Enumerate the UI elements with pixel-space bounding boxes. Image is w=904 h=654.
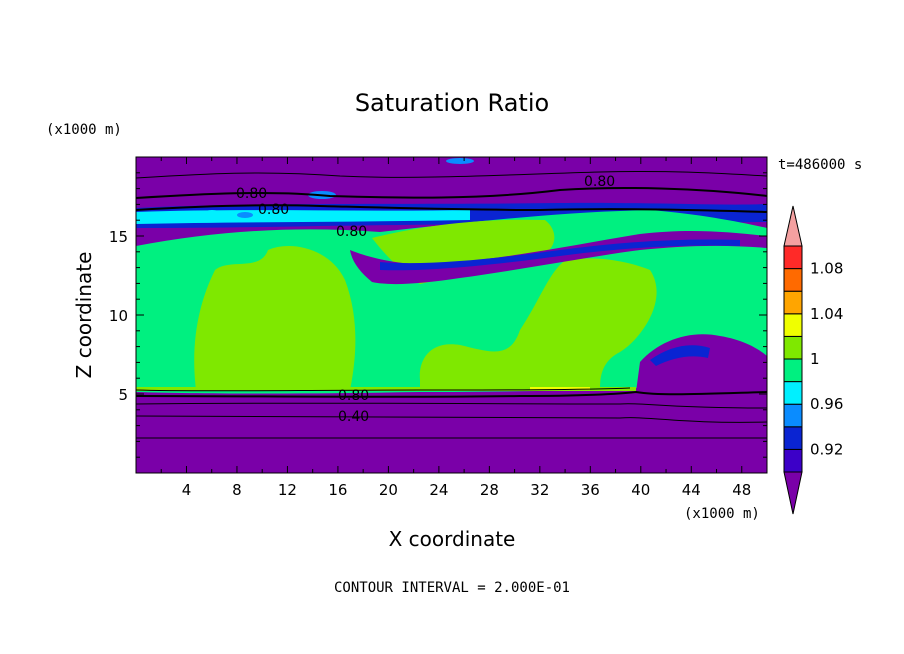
colorbar-label: 1 xyxy=(810,350,820,368)
field-dry-tongue-edge xyxy=(380,239,740,271)
field-cell-2 xyxy=(446,158,474,164)
y-tick-label: 5 xyxy=(118,386,128,404)
colorbar-box xyxy=(783,290,803,315)
contour-label-5: 0.80 xyxy=(338,388,369,404)
x-tick-label: 20 xyxy=(379,481,398,499)
colorbar-label: 0.92 xyxy=(810,440,843,458)
chart-title: Saturation Ratio xyxy=(355,89,549,117)
field-lobe-left xyxy=(194,245,356,390)
colorbar-box xyxy=(783,245,803,270)
colorbar-box xyxy=(783,426,803,450)
x-axis: 4 8 12 16 20 24 28 32 36 40 44 48 xyxy=(160,157,751,499)
contour-line-base-1 xyxy=(136,390,767,398)
colorbar-label: 1.04 xyxy=(810,305,843,323)
colorbar-over-triangle xyxy=(783,205,803,247)
y-tick-label: 15 xyxy=(109,228,128,246)
contour-label-3: 0.80 xyxy=(336,224,367,240)
contour-label-4: 0.80 xyxy=(584,174,615,190)
contour-label-1: 0.80 xyxy=(236,186,267,202)
contour-line-base-3 xyxy=(136,415,767,423)
y-units-label: (x1000 m) xyxy=(46,122,122,138)
field-cell-4 xyxy=(237,212,253,218)
field-lower-right-blue xyxy=(650,345,710,366)
field-cell-3 xyxy=(204,210,220,216)
x-tick-label: 24 xyxy=(429,481,448,499)
x-tick-label: 36 xyxy=(581,481,600,499)
colorbar-box xyxy=(783,268,803,292)
contour-label-2: 0.80 xyxy=(258,202,289,218)
contour-lines xyxy=(136,170,767,439)
x-tick-label: 44 xyxy=(682,481,701,499)
x-tick-label: 48 xyxy=(732,481,751,499)
colorbar-under-triangle xyxy=(783,471,803,515)
colorbar-box xyxy=(783,358,803,383)
y-tick-label: 10 xyxy=(109,307,128,325)
x-axis-title: X coordinate xyxy=(389,527,516,551)
x-tick-label: 8 xyxy=(232,481,242,499)
contour-labels: 0.80 0.80 0.80 0.80 0.80 0.40 xyxy=(236,174,615,425)
x-tick-label: 32 xyxy=(530,481,549,499)
field-base-layer xyxy=(136,387,636,391)
contour-line-upper-1 xyxy=(136,187,767,199)
contour-field xyxy=(136,157,767,473)
contour-label-6: 0.40 xyxy=(338,409,369,425)
contour-line-upper-3 xyxy=(136,170,767,179)
contour-line-cloud-edge xyxy=(136,387,631,392)
x-tick-label: 40 xyxy=(631,481,650,499)
field-base-highlight xyxy=(530,387,590,390)
field-lobe-right xyxy=(419,258,657,390)
colorbar-box xyxy=(783,448,803,473)
x-units-label: (x1000 m) xyxy=(684,506,760,522)
y-axis: 5 10 15 xyxy=(109,172,767,458)
colorbar-label: 1.08 xyxy=(810,260,843,278)
contour-line-base-2 xyxy=(136,402,767,409)
contour-interval-label: CONTOUR INTERVAL = 2.000E-01 xyxy=(334,580,570,596)
x-tick-label: 12 xyxy=(278,481,297,499)
x-tick-label: 28 xyxy=(480,481,499,499)
colorbar-box xyxy=(783,313,803,337)
contour-line-upper-2 xyxy=(136,204,767,213)
colorbar-box xyxy=(783,335,803,360)
time-label: t=486000 s xyxy=(778,157,862,173)
colorbar-box xyxy=(783,381,803,405)
x-tick-label: 16 xyxy=(328,481,347,499)
colorbar-label: 0.96 xyxy=(810,395,843,413)
colorbar-box xyxy=(783,403,803,428)
x-tick-label: 4 xyxy=(182,481,192,499)
colorbar: 0.92 0.96 1 1.04 1.08 xyxy=(783,205,843,515)
field-lower-right-dry xyxy=(636,334,767,392)
y-axis-title: Z coordinate xyxy=(72,252,96,379)
